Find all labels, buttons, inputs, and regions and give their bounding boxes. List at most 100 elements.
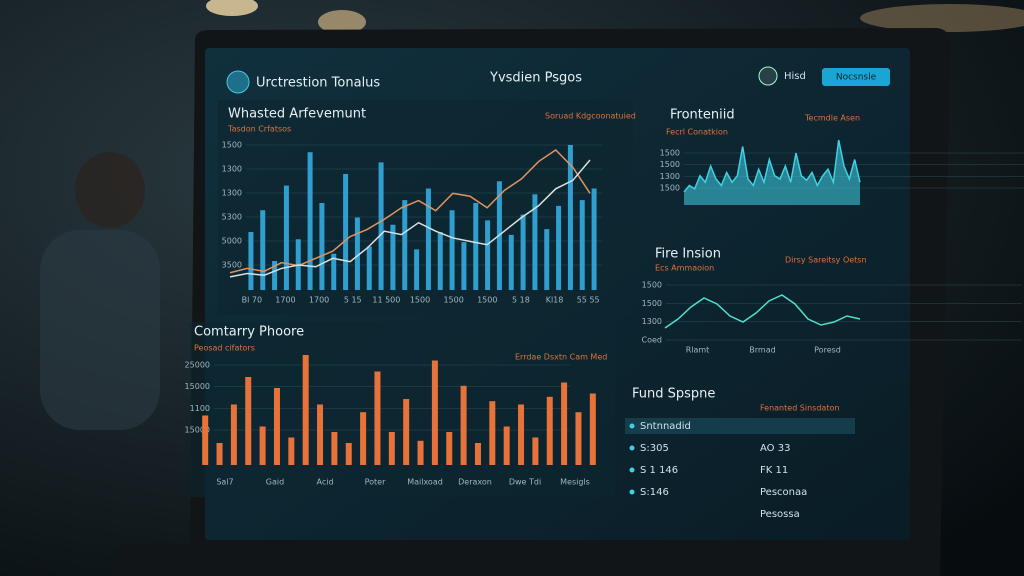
logo — [226, 70, 250, 94]
x-tick-label: 11 500 — [372, 296, 400, 305]
user-name[interactable]: Hisd — [784, 71, 806, 82]
x-tick-label: Sal7 — [216, 478, 233, 487]
bar — [343, 174, 349, 290]
x-tick-label: Brmad — [749, 346, 775, 355]
panel-subtitle: Ecs Ammaoion — [655, 264, 714, 273]
panel-subtitle: Tasdon Crfatsos — [227, 125, 291, 134]
x-tick-label: 1700 — [309, 296, 329, 305]
y-tick-label: 1500 — [642, 281, 662, 290]
bar — [202, 415, 209, 465]
x-tick-label: Acid — [316, 478, 333, 487]
bar — [248, 232, 254, 290]
bar — [403, 399, 410, 465]
x-tick-label: Mailxoad — [407, 478, 443, 487]
bar — [508, 234, 514, 290]
legend: Dirsy Sareitsy Oetsn — [785, 256, 867, 265]
bar — [532, 437, 539, 465]
list-item: AO 33 — [760, 443, 790, 454]
line — [664, 294, 861, 329]
y-tick-label: 3500 — [222, 261, 242, 270]
bar — [449, 210, 455, 290]
x-tick-label: 5 15 — [344, 296, 362, 305]
bar — [374, 371, 381, 465]
bar — [520, 214, 526, 290]
legend: Tecmdle Asen — [804, 114, 860, 123]
bar — [437, 232, 443, 290]
area — [684, 140, 860, 205]
lamp — [860, 4, 1024, 32]
lamp — [206, 0, 258, 16]
list-item: S 1 146 — [640, 465, 678, 476]
list-item: S:305 — [640, 443, 669, 454]
y-tick-label: 1500 — [222, 141, 242, 150]
bar — [485, 220, 491, 290]
y-tick-label: 1300 — [642, 317, 662, 326]
bar — [546, 396, 553, 465]
y-tick-label: 1300 — [222, 165, 242, 174]
bar — [589, 393, 596, 465]
bar — [360, 412, 367, 465]
dashboard: Urctrestion Tonalus Yvsdien Psgos Hisd N… — [185, 66, 1024, 520]
bar — [473, 203, 479, 290]
y-tick-label: 1500 — [660, 149, 680, 158]
y-tick-label: 15000 — [185, 426, 210, 435]
x-tick-label: Poresd — [814, 346, 841, 355]
bar — [354, 217, 360, 290]
bar — [544, 229, 550, 290]
bar — [390, 224, 396, 290]
bar — [431, 360, 438, 465]
app-title: Urctrestion Tonalus — [256, 76, 380, 91]
x-tick-label: 5 18 — [512, 296, 530, 305]
list-item: Pesconaa — [760, 487, 807, 498]
bar — [402, 200, 408, 290]
y-tick-label: 1500 — [642, 299, 662, 308]
button-label[interactable]: Nocsnsle — [836, 73, 877, 83]
bar — [307, 152, 313, 290]
bar — [414, 249, 420, 290]
x-tick-label: 1500 — [410, 296, 430, 305]
x-tick-label: Kl18 — [546, 296, 564, 305]
y-tick-label: 15000 — [185, 382, 210, 391]
bar — [260, 210, 266, 290]
bar — [388, 432, 395, 465]
list-item: FK 11 — [760, 465, 788, 476]
bar — [366, 246, 372, 290]
legend: Fenanted Sinsdaton — [760, 404, 839, 413]
y-tick-label: 1300 — [660, 172, 680, 181]
bar — [331, 253, 337, 290]
panel-title: Fund Spspne — [632, 387, 715, 402]
bar — [489, 401, 496, 465]
bar — [567, 145, 573, 290]
bar — [259, 426, 266, 465]
bar — [474, 443, 481, 465]
y-tick-label: 25000 — [185, 361, 210, 370]
legend: Soruad Kdgcoonatuied — [545, 112, 636, 121]
list-item: S:146 — [640, 487, 669, 498]
y-tick-label: Coed — [642, 336, 662, 345]
bar — [302, 355, 309, 465]
panel-subtitle: Peosad cifators — [194, 344, 255, 353]
bar — [317, 404, 324, 465]
bar — [518, 404, 525, 465]
bar — [556, 205, 562, 290]
y-tick-label: 1300 — [222, 189, 242, 198]
bar — [245, 377, 252, 465]
person — [40, 230, 160, 430]
y-tick-label: 5300 — [222, 213, 242, 222]
bar — [561, 382, 568, 465]
area-line — [683, 139, 861, 193]
x-tick-label: Rlamt — [686, 346, 710, 355]
bar — [272, 261, 278, 290]
panel-title: Comtarry Phoore — [194, 325, 304, 340]
lamp — [318, 10, 366, 34]
panel-title: Whasted Arfevemunt — [228, 107, 366, 122]
y-tick-label: 5000 — [222, 237, 242, 246]
button[interactable] — [822, 68, 890, 86]
avatar[interactable] — [758, 66, 778, 86]
panel-title: Fronteniid — [670, 108, 735, 123]
page-title: Yvsdien Psgos — [489, 71, 582, 86]
bar — [288, 437, 295, 465]
bar — [273, 388, 280, 465]
panel-title: Fire Insion — [655, 247, 721, 262]
